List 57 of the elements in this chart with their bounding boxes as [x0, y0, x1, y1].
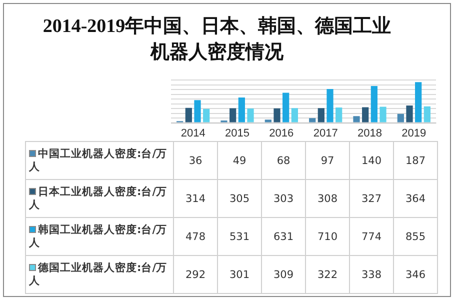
bar: [238, 98, 245, 122]
bar: [353, 116, 360, 122]
x-tick-label: 2019: [402, 127, 426, 140]
data-label: 774: [350, 218, 394, 256]
bar: [309, 118, 316, 122]
data-label: 478: [174, 218, 218, 256]
legend-label: 德国工业机器人密度:台/万人: [26, 256, 174, 294]
bar: [415, 82, 422, 122]
bar: [264, 120, 272, 122]
bar: [282, 92, 290, 122]
data-label: 322: [306, 256, 350, 294]
bar: [370, 86, 378, 122]
bar: [247, 108, 254, 122]
data-label: 292: [174, 256, 218, 294]
bar: [318, 108, 324, 122]
bar: [380, 106, 386, 122]
data-label: 140: [350, 142, 394, 180]
bar: [291, 108, 298, 122]
legend-label: 中国工业机器人密度:台/万人: [26, 142, 174, 180]
data-label: 301: [218, 256, 262, 294]
data-label: 308: [306, 180, 350, 218]
bar: [336, 107, 342, 122]
data-label: 36: [174, 142, 218, 180]
legend-label: 日本工业机器人密度:台/万人: [26, 180, 174, 218]
data-label: 303: [262, 180, 306, 218]
data-label: 68: [262, 142, 306, 180]
bar: [326, 89, 334, 122]
data-label: 305: [218, 180, 262, 218]
data-label: 338: [350, 256, 394, 294]
x-tick-label: 2016: [269, 127, 294, 140]
bar: [203, 108, 210, 122]
data-label: 531: [218, 218, 262, 256]
chart-title: 2014-2019年中国、日本、韩国、德国工业机器人密度情况: [42, 15, 392, 65]
bar: [274, 108, 280, 122]
bar: [194, 100, 201, 122]
data-label: 314: [174, 180, 218, 218]
data-label: 710: [306, 218, 350, 256]
data-label: 631: [262, 218, 306, 256]
bar: [406, 105, 413, 122]
bar: [424, 106, 430, 122]
bar: [397, 114, 404, 122]
data-label: 346: [394, 256, 438, 294]
data-label: 327: [350, 180, 394, 218]
bar: [230, 108, 236, 122]
legend-label: 韩国工业机器人密度:台/万人: [26, 218, 174, 256]
x-tick-label: 2015: [225, 127, 250, 140]
data-label: 187: [394, 142, 438, 180]
data-label: 364: [394, 180, 438, 218]
x-tick-label: 2014: [180, 127, 206, 140]
bar: [362, 107, 369, 122]
data-label: 855: [394, 218, 438, 256]
data-label: 309: [262, 256, 306, 294]
bar: [185, 108, 192, 122]
x-tick-label: 2018: [358, 127, 382, 140]
x-tick-label: 2017: [313, 127, 338, 140]
data-label: 49: [218, 142, 262, 180]
data-label: 97: [306, 142, 350, 180]
